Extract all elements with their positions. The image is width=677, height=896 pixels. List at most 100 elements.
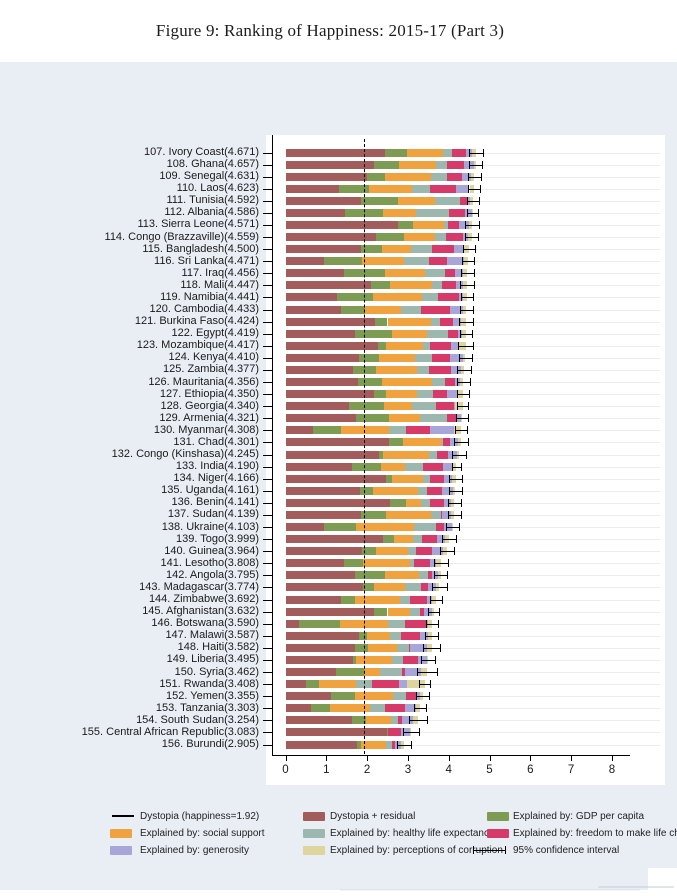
error-bar-line — [456, 406, 469, 408]
bar-segment-gdp — [355, 414, 390, 423]
bar-segment-social — [340, 426, 389, 435]
bar-segment-gdp — [358, 353, 379, 362]
error-bar-cap-left — [460, 269, 462, 278]
y-axis-tick — [263, 502, 272, 504]
bar-segment-residual — [285, 547, 362, 556]
error-bar-cap-right — [473, 257, 475, 266]
bar-segment-residual — [285, 498, 391, 507]
error-bar-cap-left — [415, 692, 417, 701]
bar-segment-freedom — [460, 196, 468, 205]
error-bar-cap-right — [474, 245, 476, 254]
error-bar-cap-right — [478, 233, 480, 242]
error-bar-cap-right — [478, 208, 480, 217]
error-bar-cap-left — [430, 595, 431, 604]
stacked-bar — [285, 378, 616, 387]
bar-segment-gdp — [363, 583, 375, 592]
country-label: 144. Zimbabwe(3.692) — [148, 593, 259, 606]
bar-segment-gdp — [386, 474, 392, 483]
bar-segment-health — [431, 281, 442, 290]
row-gridline — [285, 672, 660, 674]
bar-segment-health — [435, 196, 461, 205]
legend-swatch-2-0 — [487, 811, 509, 821]
bar-segment-residual — [285, 474, 387, 483]
error-bar-line — [459, 357, 472, 359]
row-gridline — [285, 744, 660, 746]
bar-segment-gdp — [398, 220, 414, 229]
country-label: 148. Haiti(3.582) — [177, 641, 259, 654]
y-axis-tick — [263, 527, 272, 529]
bar-segment-health — [411, 245, 433, 254]
bar-segment-social — [387, 317, 431, 326]
y-axis-tick — [263, 273, 272, 275]
x-tick-label: 5 — [486, 764, 493, 776]
error-bar-line — [425, 623, 439, 625]
bar-segment-generosity — [463, 160, 474, 169]
country-label: 150. Syria(3.462) — [174, 665, 259, 678]
x-axis-tick — [407, 755, 409, 761]
bar-segment-freedom — [392, 740, 395, 749]
y-axis-tick — [263, 309, 272, 311]
bar-segment-gdp — [354, 329, 393, 338]
row-gridline — [285, 382, 660, 384]
bar-segment-generosity — [405, 704, 417, 713]
stacked-bar — [285, 692, 616, 701]
bar-segment-generosity — [449, 305, 464, 314]
bar-segment-health — [413, 523, 437, 532]
bar-segment-gdp — [340, 595, 356, 604]
stacked-bar — [285, 305, 616, 314]
bar-segment-residual — [285, 559, 345, 568]
country-label: 127. Ethiopia(4.350) — [159, 387, 259, 400]
error-bar-cap-left — [466, 196, 468, 205]
legend-label: Dystopia (happiness=1.92) — [140, 810, 260, 822]
error-bar-cap-left — [456, 402, 458, 411]
bar-segment-gdp — [360, 510, 386, 519]
bar-segment-freedom — [401, 668, 406, 677]
row-gridline — [285, 587, 660, 589]
y-axis-tick — [263, 635, 272, 637]
bar-segment-residual — [285, 643, 355, 652]
corner-patch — [648, 868, 677, 896]
country-label: 124. Kenya(4.410) — [168, 351, 259, 364]
error-bar-cap-right — [428, 692, 430, 701]
stacked-bar — [285, 740, 616, 749]
error-bar-line — [468, 164, 483, 166]
stacked-bar — [285, 595, 616, 604]
bar-segment-health — [419, 414, 447, 423]
bar-segment-freedom — [448, 220, 460, 229]
bar-segment-health — [396, 643, 409, 652]
error-bar-cap-left — [459, 305, 461, 314]
bar-segment-residual — [285, 462, 352, 471]
bar-segment-health — [418, 571, 429, 580]
stacked-bar — [285, 184, 616, 193]
figure-title: Figure 9: Ranking of Happiness: 2015-17 … — [155, 21, 505, 40]
bar-segment-social — [376, 365, 417, 374]
bar-segment-health — [407, 547, 417, 556]
error-bar-cap-left — [433, 571, 435, 580]
error-bar-cap-left — [416, 668, 418, 677]
bar-segment-generosity — [419, 631, 429, 640]
bar-segment-social — [373, 486, 418, 495]
bar-segment-residual — [285, 740, 357, 749]
error-bar-line — [396, 744, 412, 746]
y-axis-tick — [263, 539, 272, 541]
error-bar-cap-left — [456, 390, 458, 399]
country-label: 118. Mali(4.447) — [180, 278, 259, 291]
bar-segment-social — [374, 583, 406, 592]
error-bar-line — [433, 575, 447, 577]
country-label: 121. Burkina Faso(4.424) — [134, 315, 259, 328]
bar-segment-health — [405, 583, 421, 592]
country-label: 151. Rwanda(3.408) — [159, 677, 259, 690]
error-bar-line — [460, 297, 473, 299]
bar-segment-health — [412, 535, 422, 544]
y-axis-tick — [263, 575, 272, 577]
country-label: 136. Benin(4.141) — [171, 496, 259, 509]
bar-segment-generosity — [453, 317, 461, 326]
y-axis-tick — [263, 454, 272, 456]
error-bar-line — [420, 659, 436, 661]
bar-segment-residual — [285, 148, 386, 157]
bar-segment-social — [354, 692, 394, 701]
legend-label: Explained by: perceptions of corruption — [330, 844, 503, 856]
bar-segment-social — [365, 305, 401, 314]
legend-label: Dystopia + residual — [330, 810, 416, 822]
